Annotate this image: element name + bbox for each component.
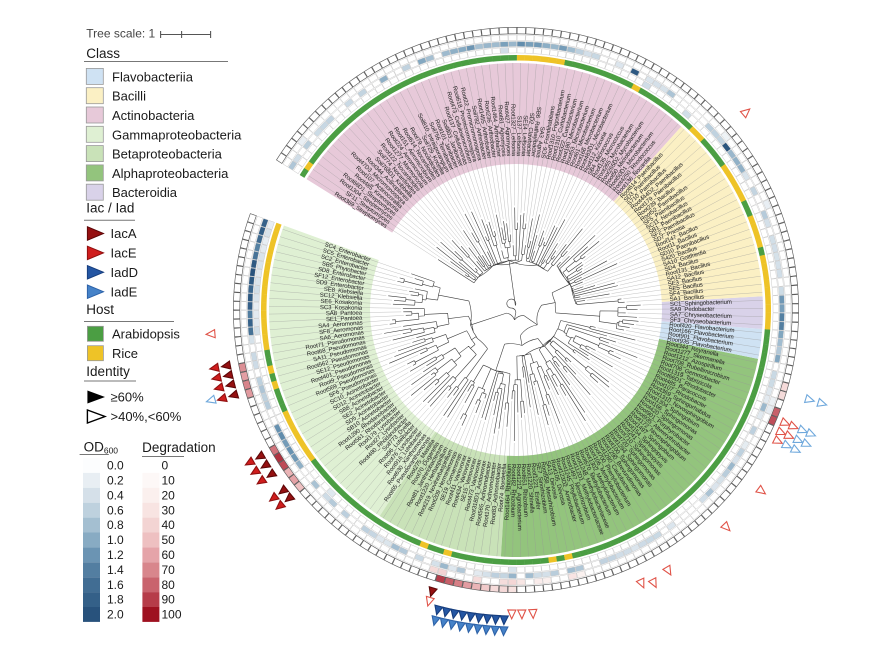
svg-text:80: 80 [162,578,176,592]
svg-text:Tree scale: 1: Tree scale: 1 [86,27,155,41]
svg-text:SE3_Bacillus: SE3_Bacillus [667,276,702,288]
svg-text:SF3_Chryseobacterium: SF3_Chryseobacterium [669,317,731,327]
svg-text:SC3_Kosakonia: SC3_Kosakonia [320,305,363,312]
svg-text:SA4_Aeromonas: SA4_Aeromonas [318,320,363,330]
svg-text:S137_Leifsonia: S137_Leifsonia [515,116,522,157]
svg-text:1.8: 1.8 [107,593,124,607]
svg-text:10: 10 [162,474,176,488]
svg-text:Root427_Agromyces: Root427_Agromyces [503,101,511,156]
svg-text:SE1_Pantoea: SE1_Pantoea [326,316,363,324]
svg-text:0.8: 0.8 [107,518,124,532]
svg-text:Identity: Identity [86,364,130,379]
svg-text:40: 40 [162,518,176,532]
svg-text:Root1327_Leifsonia: Root1327_Leifsonia [509,104,516,157]
svg-text:Betaproteobacteria: Betaproteobacteria [112,147,223,162]
svg-text:SB6_Rathayibacter: SB6_Rathayibacter [529,106,541,157]
svg-text:≥60%: ≥60% [111,390,145,405]
svg-text:1.4: 1.4 [107,563,124,577]
svg-text:Root651_Rhizobium: Root651_Rhizobium [520,464,529,517]
svg-text:0.4: 0.4 [107,488,124,502]
svg-text:SE6_Kosakonia: SE6_Kosakonia [320,299,363,307]
svg-text:1.2: 1.2 [107,548,124,562]
svg-text:Root1464_Rhizobium: Root1464_Rhizobium [505,464,514,521]
svg-text:1.6: 1.6 [107,578,124,592]
svg-text:Iac / Iad: Iac / Iad [86,201,134,216]
svg-text:SA8_Pantoea: SA8_Pantoea [326,311,363,318]
svg-text:0.0: 0.0 [107,459,124,473]
svg-text:0: 0 [162,459,169,473]
svg-text:Class: Class [86,46,120,61]
svg-text:Root1220_Shinella: Root1220_Shinella [525,463,535,513]
svg-text:Root1212_Agrobacterium: Root1212_Agrobacterium [515,464,522,531]
svg-text:SF8_Aeromonas: SF8_Aeromonas [319,325,364,336]
svg-text:IacE: IacE [111,246,137,261]
svg-text:Degradation: Degradation [142,440,216,455]
svg-text:Bacteroidia: Bacteroidia [112,185,178,200]
svg-text:0.2: 0.2 [107,474,124,488]
svg-text:SC1_Sphingobacterium: SC1_Sphingobacterium [670,300,732,308]
svg-text:>40%,<60%: >40%,<60% [111,409,182,424]
svg-text:30: 30 [162,503,176,517]
svg-text:IadD: IadD [111,265,138,280]
svg-text:60: 60 [162,548,176,562]
svg-text:Arabidopsis: Arabidopsis [112,327,180,342]
svg-text:SA3_Agreia: SA3_Agreia [534,126,545,159]
svg-text:1.0: 1.0 [107,533,124,547]
svg-text:Flavobacteriia: Flavobacteriia [112,69,194,84]
svg-text:50: 50 [162,533,176,547]
svg-text:Root74_Bordetella: Root74_Bordetella [498,463,508,512]
svg-text:Rice: Rice [112,346,138,361]
svg-text:SF4_Bacillus: SF4_Bacillus [669,288,704,298]
svg-text:SC12_Klebsiella: SC12_Klebsiella [319,293,363,302]
svg-text:Actinobacteria: Actinobacteria [112,108,195,123]
svg-text:SA7_Chryseobacterium: SA7_Chryseobacterium [670,312,732,320]
svg-text:SA9_Pedobacter: SA9_Pedobacter [670,307,714,313]
svg-text:Root81_Agromyces: Root81_Agromyces [496,105,506,157]
svg-text:SA1_Bacillus: SA1_Bacillus [669,295,704,303]
svg-text:Alphaproteobacteria: Alphaproteobacteria [112,166,229,181]
svg-text:SD2_Clavibacter: SD2_Clavibacter [525,112,535,156]
svg-text:100: 100 [162,608,182,622]
svg-text:IadE: IadE [111,284,138,299]
svg-text:IacA: IacA [111,226,137,241]
svg-text:2.0: 2.0 [107,608,124,622]
svg-text:Host: Host [86,302,114,317]
svg-text:SE5_Bacillus: SE5_Bacillus [668,282,703,293]
svg-text:Gammaproteobacteria: Gammaproteobacteria [112,127,242,142]
svg-text:0.6: 0.6 [107,503,124,517]
svg-text:Root420_Flavobacterium: Root420_Flavobacterium [669,322,735,334]
svg-text:90: 90 [162,593,176,607]
svg-text:70: 70 [162,563,176,577]
svg-text:SE14_Leifsonia: SE14_Leifsonia [520,115,528,157]
svg-text:Bacilli: Bacilli [112,89,146,104]
svg-text:20: 20 [162,488,176,502]
svg-text:Root1221_Ensifer: Root1221_Ensifer [529,463,540,510]
svg-text:Root482_Rhizobium: Root482_Rhizobium [509,464,516,517]
svg-text:SE8_Klebsiella: SE8_Klebsiella [323,287,363,297]
